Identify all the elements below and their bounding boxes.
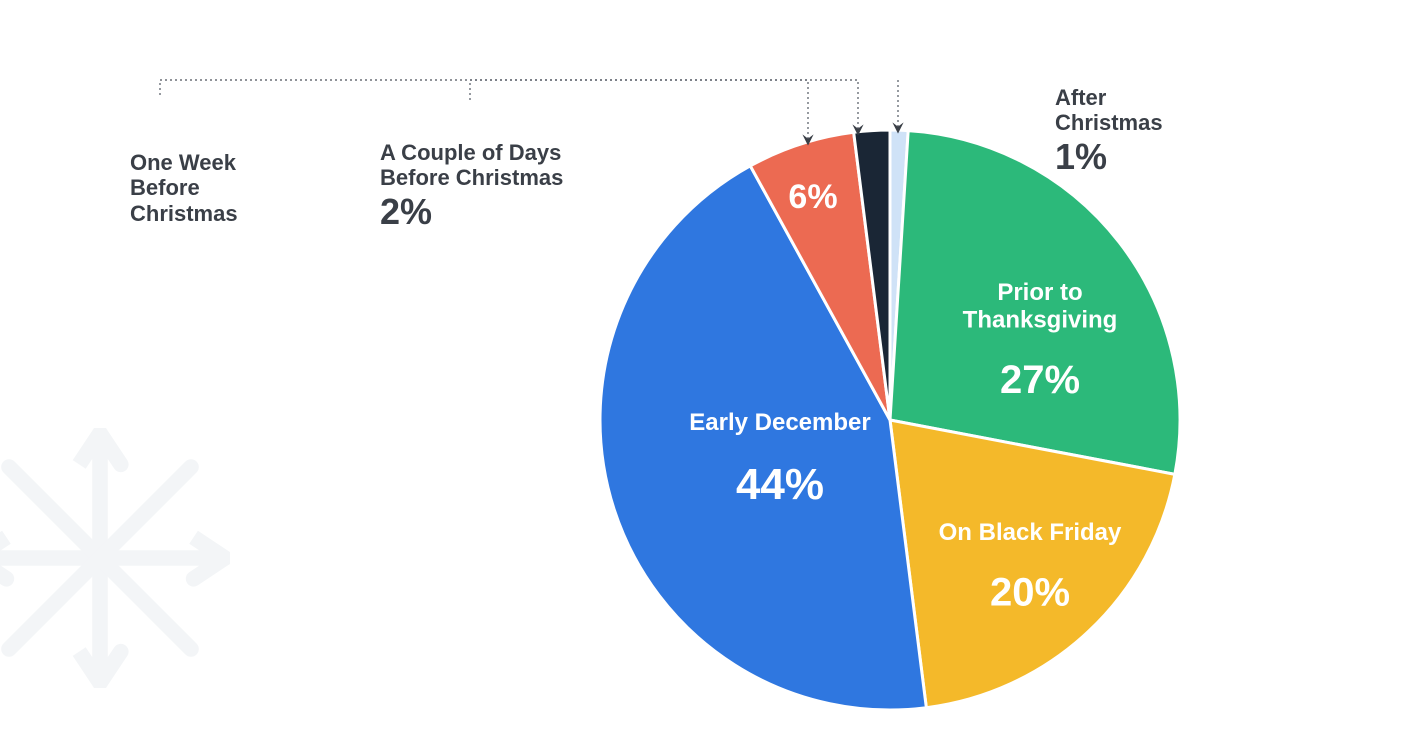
callout-name-couple: A Couple of DaysBefore Christmas — [380, 140, 563, 191]
svg-text:Thanksgiving: Thanksgiving — [963, 307, 1118, 334]
callout-pct-couple: 2% — [380, 191, 563, 232]
svg-text:44%: 44% — [736, 460, 824, 509]
callout-couple: A Couple of DaysBefore Christmas2% — [380, 140, 563, 232]
leader-oneweek — [160, 80, 808, 140]
callout-name-oneweek: One WeekBeforeChristmas — [130, 150, 238, 226]
svg-text:On Black Friday: On Black Friday — [939, 519, 1122, 546]
leader-couple — [470, 80, 858, 130]
svg-text:27%: 27% — [1000, 358, 1080, 402]
svg-text:Prior to: Prior to — [997, 279, 1082, 306]
slice-label-oneweek_pct_only: 6% — [788, 178, 837, 216]
callout-name-after: AfterChristmas — [1055, 85, 1163, 136]
callout-after: AfterChristmas1% — [1055, 85, 1163, 177]
callout-pct-after: 1% — [1055, 136, 1163, 177]
svg-text:6%: 6% — [788, 178, 837, 216]
pie-chart: Prior toThanksgiving 27% On Black Friday 20… — [0, 0, 1424, 748]
svg-text:20%: 20% — [990, 571, 1070, 615]
callout-oneweek: One WeekBeforeChristmas — [130, 150, 238, 226]
svg-text:Early December: Early December — [689, 409, 870, 436]
